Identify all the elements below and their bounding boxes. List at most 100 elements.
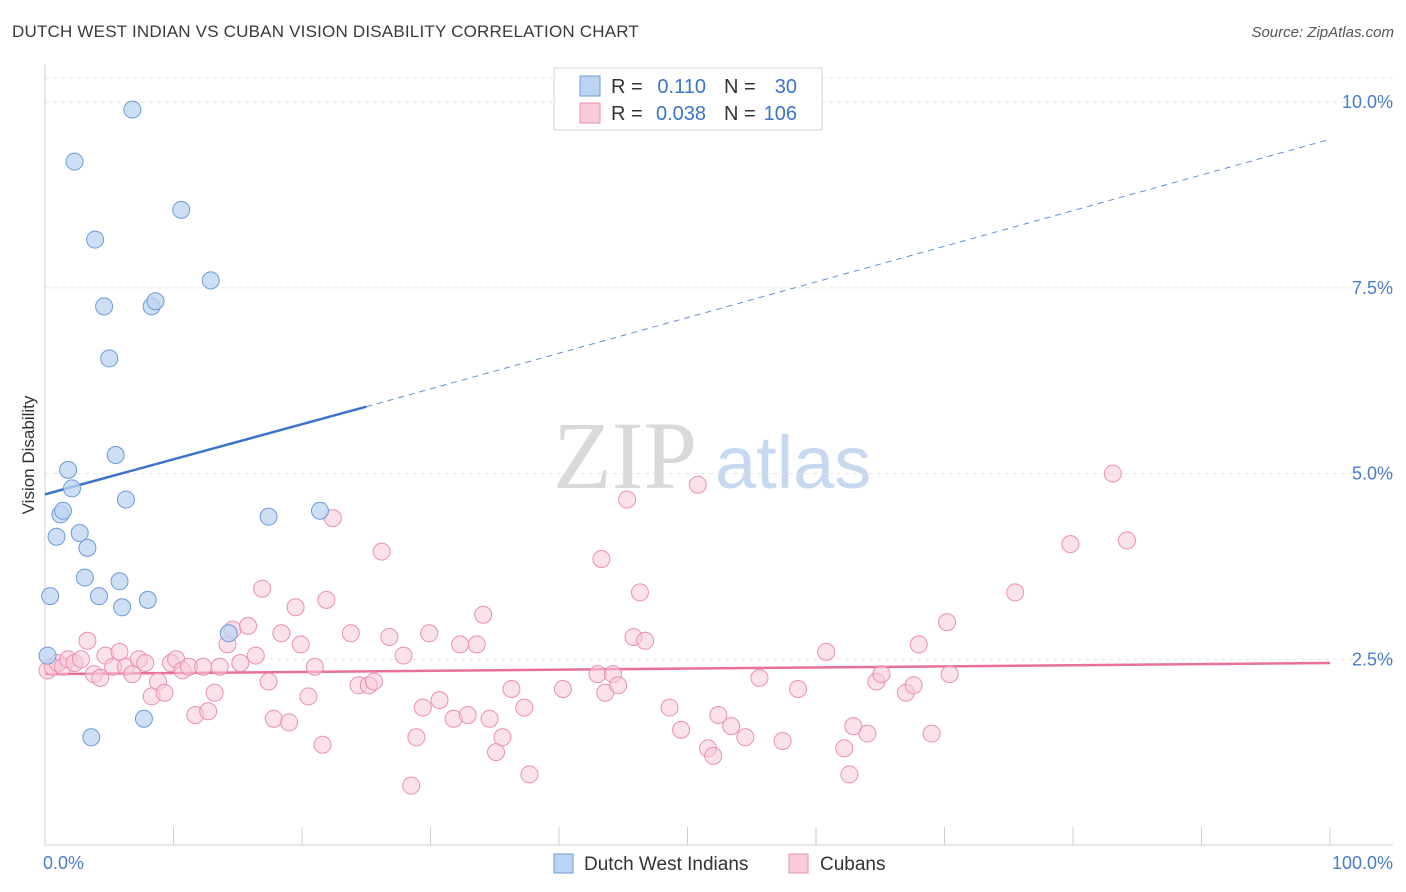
x-tick-labels: 0.0% 100.0% bbox=[43, 853, 1393, 873]
point-dutch-west-indians bbox=[38, 646, 57, 665]
point-dutch-west-indians bbox=[86, 230, 105, 249]
point-dutch-west-indians bbox=[116, 490, 135, 509]
point-cubans bbox=[420, 624, 439, 643]
point-dutch-west-indians bbox=[53, 501, 72, 520]
point-cubans bbox=[493, 728, 512, 747]
bottom-legend: Dutch West Indians Cubans bbox=[553, 853, 886, 875]
point-dutch-west-indians bbox=[113, 598, 132, 617]
point-cubans bbox=[588, 665, 607, 684]
chart-title: DUTCH WEST INDIAN VS CUBAN VISION DISABI… bbox=[12, 22, 640, 41]
legend-n-value-blue: 30 bbox=[775, 76, 797, 98]
point-cubans bbox=[480, 709, 499, 728]
point-cubans bbox=[630, 583, 649, 602]
point-dutch-west-indians bbox=[138, 590, 157, 609]
point-cubans bbox=[272, 624, 291, 643]
point-cubans bbox=[750, 668, 769, 687]
legend-swatch-blue bbox=[579, 75, 601, 97]
point-cubans bbox=[210, 657, 229, 676]
point-dutch-west-indians bbox=[134, 709, 153, 728]
point-cubans bbox=[940, 665, 959, 684]
point-cubans bbox=[407, 728, 426, 747]
point-cubans bbox=[688, 475, 707, 494]
point-cubans bbox=[520, 765, 539, 784]
point-cubans bbox=[194, 657, 213, 676]
point-dutch-west-indians bbox=[201, 271, 220, 290]
point-cubans bbox=[372, 542, 391, 561]
point-cubans bbox=[413, 698, 432, 717]
point-cubans bbox=[840, 765, 859, 784]
x-tick-label-max: 100.0% bbox=[1332, 853, 1393, 873]
point-cubans bbox=[789, 680, 808, 698]
bottom-legend-label-pink: Cubans bbox=[820, 854, 886, 875]
x-tick-label-min: 0.0% bbox=[43, 853, 84, 873]
legend-n-label-blue: N = bbox=[724, 76, 756, 98]
point-cubans bbox=[91, 668, 110, 687]
point-cubans bbox=[773, 732, 792, 750]
point-cubans bbox=[592, 550, 611, 568]
axes bbox=[44, 65, 1393, 846]
point-cubans bbox=[872, 665, 891, 684]
point-cubans bbox=[672, 720, 691, 739]
point-cubans bbox=[709, 706, 728, 724]
point-cubans bbox=[110, 642, 129, 661]
source-label: Source: ZipAtlas.com bbox=[1251, 24, 1394, 41]
point-dutch-west-indians bbox=[75, 568, 94, 587]
point-cubans bbox=[299, 687, 318, 706]
point-cubans bbox=[259, 672, 278, 691]
point-cubans bbox=[487, 743, 506, 762]
point-cubans bbox=[474, 605, 493, 624]
point-cubans bbox=[246, 646, 265, 665]
point-cubans bbox=[205, 683, 224, 702]
point-dutch-west-indians bbox=[62, 479, 81, 498]
point-cubans bbox=[430, 691, 449, 710]
point-cubans bbox=[736, 728, 755, 747]
legend-r-value-blue: 0.110 bbox=[657, 76, 706, 98]
point-dutch-west-indians bbox=[146, 292, 165, 311]
point-cubans bbox=[1006, 583, 1025, 602]
point-dutch-west-indians bbox=[59, 460, 78, 479]
point-cubans bbox=[199, 702, 218, 721]
legend-n-label-pink: N = bbox=[724, 103, 756, 125]
point-cubans bbox=[835, 739, 854, 758]
watermark: ZIP atlas bbox=[553, 402, 871, 509]
point-cubans bbox=[286, 598, 305, 617]
point-cubans bbox=[458, 706, 477, 724]
point-dutch-west-indians bbox=[70, 524, 89, 542]
point-cubans bbox=[451, 635, 470, 654]
point-cubans bbox=[280, 713, 299, 732]
series-dutch-west-indians bbox=[38, 100, 329, 747]
point-cubans bbox=[1061, 535, 1080, 554]
point-cubans bbox=[317, 590, 336, 609]
legend-box: R = 0.110 N = 30 R = 0.038 N = 106 bbox=[553, 67, 823, 131]
point-cubans bbox=[1117, 531, 1136, 550]
point-dutch-west-indians bbox=[100, 349, 119, 368]
point-dutch-west-indians bbox=[95, 297, 114, 316]
point-dutch-west-indians bbox=[78, 538, 97, 557]
point-dutch-west-indians bbox=[259, 507, 278, 526]
point-cubans bbox=[858, 724, 877, 743]
point-cubans bbox=[467, 635, 486, 654]
point-cubans bbox=[136, 654, 155, 672]
point-dutch-west-indians bbox=[110, 572, 129, 591]
point-cubans bbox=[239, 616, 258, 635]
point-cubans bbox=[938, 613, 957, 632]
trend-lines bbox=[44, 138, 1331, 676]
series-cubans bbox=[38, 464, 1136, 795]
point-cubans bbox=[253, 579, 272, 598]
trend-line-extension-dutch-west-indians bbox=[366, 138, 1331, 408]
point-cubans bbox=[502, 680, 521, 698]
y-tick-label: 2.5% bbox=[1352, 649, 1393, 669]
y-axis-label: Vision Disability bbox=[19, 395, 38, 514]
point-dutch-west-indians bbox=[219, 624, 238, 643]
point-cubans bbox=[618, 490, 637, 509]
y-tick-label: 5.0% bbox=[1352, 464, 1393, 484]
point-cubans bbox=[78, 631, 97, 650]
point-dutch-west-indians bbox=[172, 200, 191, 219]
point-cubans bbox=[71, 650, 90, 669]
point-cubans bbox=[291, 635, 310, 654]
point-cubans bbox=[123, 665, 142, 684]
point-dutch-west-indians bbox=[310, 501, 329, 520]
y-tick-label: 10.0% bbox=[1342, 92, 1393, 112]
point-cubans bbox=[380, 628, 399, 646]
